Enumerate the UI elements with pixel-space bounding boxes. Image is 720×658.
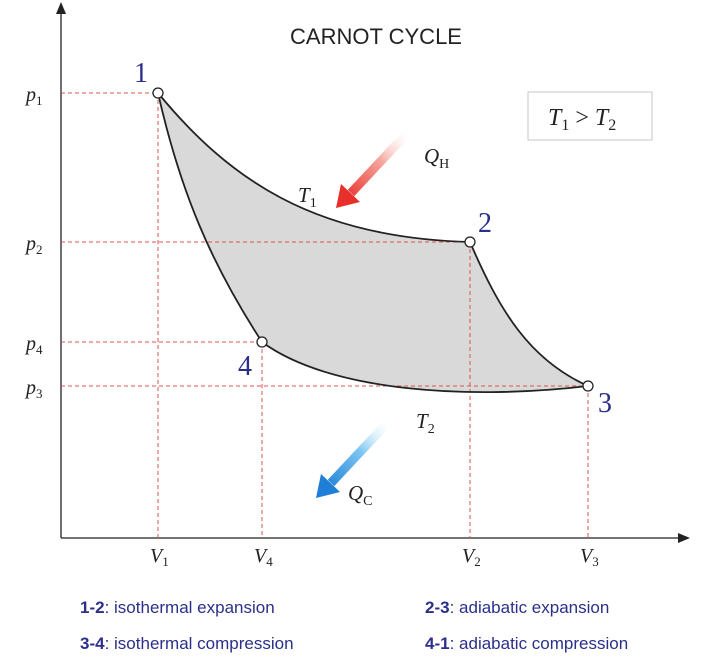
v1-label: V1 (150, 545, 169, 569)
legend-desc: adiabatic expansion (459, 598, 610, 617)
legend-desc: isothermal expansion (114, 598, 275, 617)
state-point-4 (256, 336, 268, 348)
p3-label: p3 (24, 377, 43, 401)
state-label-1: 1 (134, 58, 148, 89)
adiabat-expansion-curve (469, 241, 589, 387)
p4-label: p4 (24, 333, 43, 357)
legend-item-1-2: 1-2: isothermal expansion (80, 598, 275, 617)
legend-item-4-1: 4-1: adiabatic compression (425, 634, 629, 653)
cycle-area (158, 93, 588, 393)
legend-desc: adiabatic compression (459, 634, 629, 653)
legend-item-3-4: 3-4: isothermal compression (80, 634, 294, 653)
qc-label: QC (348, 481, 373, 509)
legend-key: 1-2 (80, 598, 105, 617)
heat-out-arrow (316, 416, 394, 498)
v3-label: V3 (580, 545, 599, 569)
legend-key: 4-1 (425, 634, 450, 653)
state-label-3: 3 (598, 388, 612, 419)
legend-key: 3-4 (80, 634, 105, 653)
temperature-condition: T1 > T2 (548, 105, 616, 134)
legend-desc: isothermal compression (114, 634, 294, 653)
state-label-2: 2 (478, 208, 492, 239)
temperature-condition-box (527, 91, 653, 141)
heat-in-arrow (336, 126, 414, 208)
t2-isotherm-label: T2 (416, 409, 435, 437)
adiabat-compression-curve (157, 92, 263, 343)
v-axis-arrowhead (678, 533, 690, 543)
p2-label: p2 (24, 233, 43, 257)
state-point-1 (152, 87, 164, 99)
carnot-diagram: 1 2 3 4 CARNOT CYCLE T1 > T2 p1 p2 p4 p3 V… (24, 2, 690, 569)
v2-label: V2 (462, 545, 481, 569)
p1-label: p1 (24, 84, 43, 108)
state-point-3 (582, 380, 594, 392)
isotherm-hot-curve (157, 92, 471, 243)
state-label-4: 4 (238, 351, 252, 382)
guide-lines (61, 92, 589, 538)
qh-label: QH (424, 144, 449, 172)
t1-isotherm-label: T1 (298, 183, 317, 211)
state-point-2 (464, 236, 476, 248)
isotherm-cold-curve (261, 341, 589, 394)
legend-item-2-3: 2-3: adiabatic expansion (425, 598, 610, 617)
diagram-title: CARNOT CYCLE (290, 24, 462, 49)
p-axis-arrowhead (56, 2, 66, 14)
legend-key: 2-3 (425, 598, 450, 617)
v4-label: V4 (254, 545, 273, 569)
